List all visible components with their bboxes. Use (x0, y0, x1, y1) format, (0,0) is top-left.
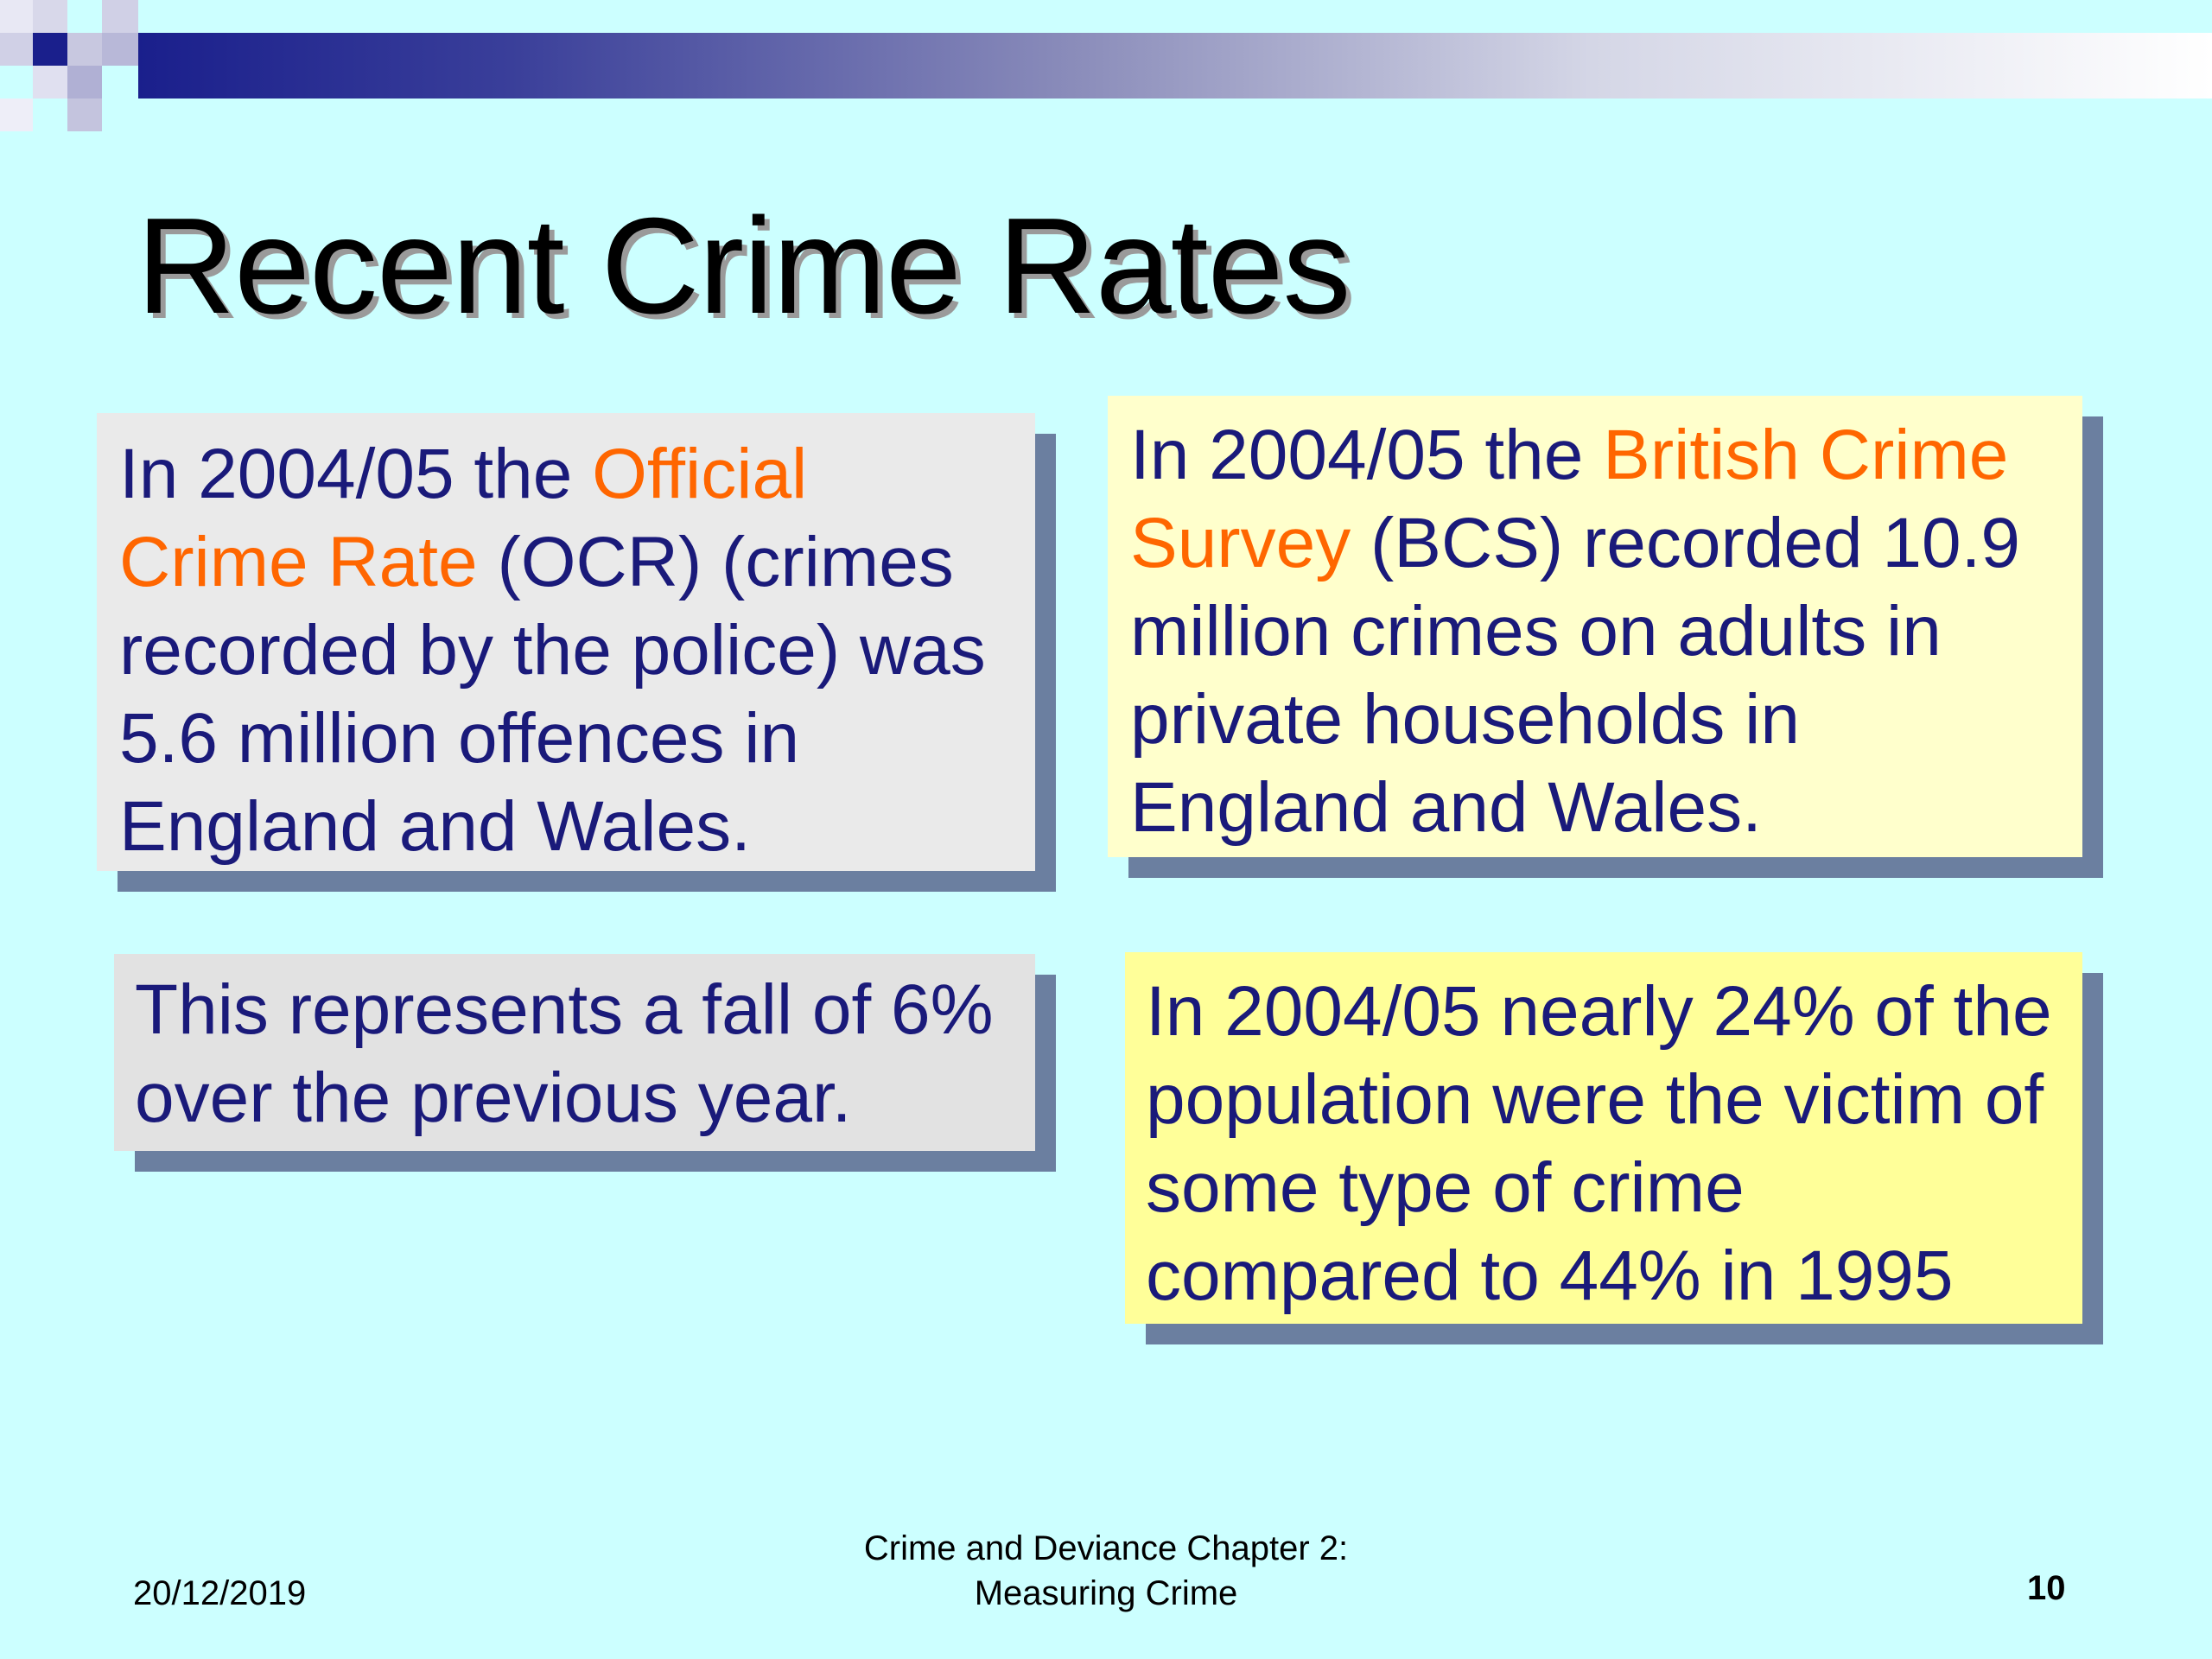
bcs-text-post: (BCS) recorded 10.9 million crimes on ad… (1130, 504, 2021, 847)
ocr-textbox: In 2004/05 the Official Crime Rate (OCR)… (97, 413, 1035, 871)
footer-title-line1: Crime and Deviance Chapter 2: (863, 1529, 1349, 1567)
bcs-textbox: In 2004/05 the British Crime Survey (BCS… (1108, 396, 2082, 857)
footer-title: Crime and Deviance Chapter 2: Measuring … (760, 1526, 1452, 1616)
bcs-text-pre: In 2004/05 the (1130, 416, 1604, 494)
fall-textbox: This represents a fall of 6% over the pr… (114, 954, 1035, 1151)
page-number: 10 (2027, 1569, 2066, 1607)
victim-text: In 2004/05 nearly 24% of the population … (1146, 972, 2052, 1315)
ocr-text-post: (OCR) (crimes recorded by the police) wa… (119, 523, 986, 866)
footer-date: 20/12/2019 (133, 1574, 307, 1612)
ocr-text-pre: In 2004/05 the (119, 435, 593, 513)
bcs-highlight: British Crime Survey (1130, 416, 2009, 582)
victim-textbox: In 2004/05 nearly 24% of the population … (1125, 952, 2082, 1324)
fall-text: This represents a fall of 6% over the pr… (135, 970, 994, 1137)
slide-title: Recent Crime Rates (137, 190, 1351, 342)
footer-title-line2: Measuring Crime (974, 1574, 1238, 1612)
ocr-highlight: Official Crime Rate (119, 435, 808, 601)
